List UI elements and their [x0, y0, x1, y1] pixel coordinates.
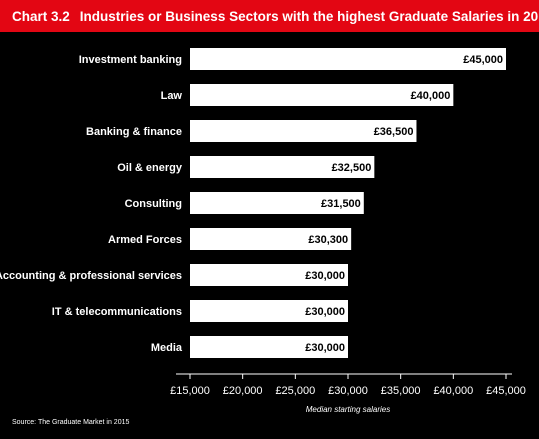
x-tick-label: £20,000: [223, 385, 263, 397]
bar-investment-banking: [190, 48, 506, 70]
x-axis: £15,000 £20,000 £25,000 £30,000 £35,000 £40,0…: [170, 373, 526, 414]
category-label-media: Media: [151, 342, 183, 354]
bar-armed-forces: [190, 228, 352, 250]
x-axis-title: Median starting salaries: [306, 405, 390, 414]
chart-title-bar: Chart 3.2 Industries or Business Sectors…: [0, 0, 539, 32]
bars-group: Investment banking £45,000 Law £40,000 Banki…: [0, 48, 506, 358]
value-label-investment-banking: £45,000: [463, 54, 503, 66]
category-label-investment-banking: Investment banking: [79, 54, 182, 66]
category-label-consulting: Consulting: [125, 198, 182, 210]
bar-consulting: [190, 192, 364, 214]
bar-oil-and-energy: [190, 156, 375, 178]
x-tick-label: £45,000: [486, 385, 526, 397]
category-label-accounting-and-professional-services: Accounting & professional services: [0, 270, 182, 282]
value-label-media: £30,000: [305, 342, 345, 354]
x-tick-label: £40,000: [433, 385, 473, 397]
value-label-banking-and-finance: £36,500: [374, 126, 414, 138]
category-label-armed-forces: Armed Forces: [108, 234, 182, 246]
value-label-accounting-and-professional-services: £30,000: [305, 270, 345, 282]
value-label-armed-forces: £30,300: [308, 234, 348, 246]
value-label-oil-and-energy: £32,500: [332, 162, 372, 174]
category-label-law: Law: [161, 90, 183, 102]
value-label-law: £40,000: [411, 90, 451, 102]
chart-title: Industries or Business Sectors with the …: [79, 8, 539, 24]
bar-media: [190, 336, 348, 358]
category-label-oil-and-energy: Oil & energy: [117, 162, 183, 174]
x-tick-label: £35,000: [381, 385, 421, 397]
bar-it-and-telecommunications: [190, 300, 348, 322]
x-tick-label: £30,000: [328, 385, 368, 397]
bar-law: [190, 84, 454, 106]
category-label-banking-and-finance: Banking & finance: [86, 126, 182, 138]
x-tick-label: £25,000: [275, 385, 315, 397]
category-label-it-and-telecommunications: IT & telecommunications: [52, 306, 182, 318]
value-label-consulting: £31,500: [321, 198, 361, 210]
source-note: Source: The Graduate Market in 2015: [12, 419, 130, 426]
chart-number: Chart 3.2: [12, 8, 70, 24]
value-label-it-and-telecommunications: £30,000: [305, 306, 345, 318]
bar-accounting-and-professional-services: [190, 264, 348, 286]
x-tick-label: £15,000: [170, 385, 210, 397]
bar-banking-and-finance: [190, 120, 417, 142]
